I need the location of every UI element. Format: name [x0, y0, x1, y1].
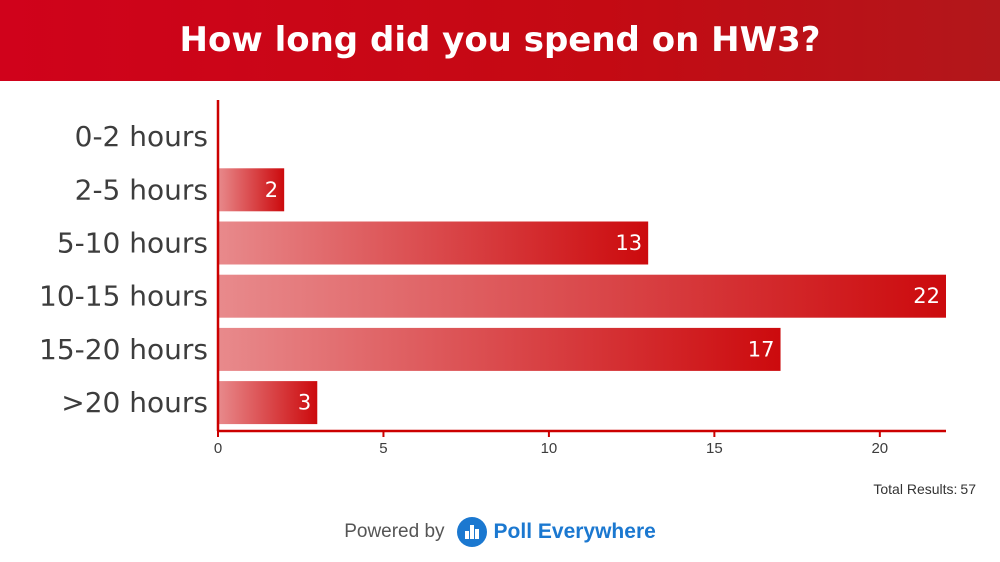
- header-banner: How long did you spend on HW3?: [0, 0, 1000, 81]
- x-tick-label: 20: [871, 440, 888, 457]
- total-results-label: Total Results:: [873, 481, 958, 497]
- x-tick-label: 10: [541, 440, 558, 457]
- footer: Powered by Poll Everywhere: [0, 512, 1000, 552]
- bar-value-label: 13: [615, 231, 642, 255]
- bar-value-label: 2: [265, 178, 278, 202]
- x-tick-label: 15: [706, 440, 723, 457]
- bar[interactable]: [218, 168, 285, 212]
- total-results: Total Results: 57: [870, 481, 976, 497]
- poll-everywhere-logo-icon: [456, 517, 487, 547]
- page-title: How long did you spend on HW3?: [179, 20, 821, 60]
- category-label: 5-10 hours: [57, 227, 208, 260]
- bar[interactable]: [218, 274, 946, 318]
- brand-name[interactable]: Poll Everywhere: [493, 520, 656, 543]
- category-label: >20 hours: [61, 386, 208, 419]
- bar[interactable]: [218, 327, 781, 371]
- category-label: 0-2 hours: [75, 120, 208, 153]
- category-label: 15-20 hours: [39, 333, 208, 366]
- category-label: 2-5 hours: [75, 173, 208, 206]
- bar[interactable]: [218, 381, 318, 425]
- total-results-value: 57: [960, 481, 976, 497]
- bar[interactable]: [218, 221, 649, 265]
- bar-value-label: 3: [298, 391, 311, 415]
- bar-value-label: 17: [748, 337, 775, 361]
- category-label: 10-15 hours: [39, 280, 208, 313]
- bar-value-label: 22: [913, 284, 940, 308]
- bar-chart: 0-2 hours 2-5 hours 5-10 hours 10-15 hours 1…: [39, 100, 946, 457]
- powered-by-text: Powered by: [344, 521, 445, 542]
- x-tick-label: 5: [379, 440, 387, 457]
- x-tick-label: 0: [214, 440, 222, 457]
